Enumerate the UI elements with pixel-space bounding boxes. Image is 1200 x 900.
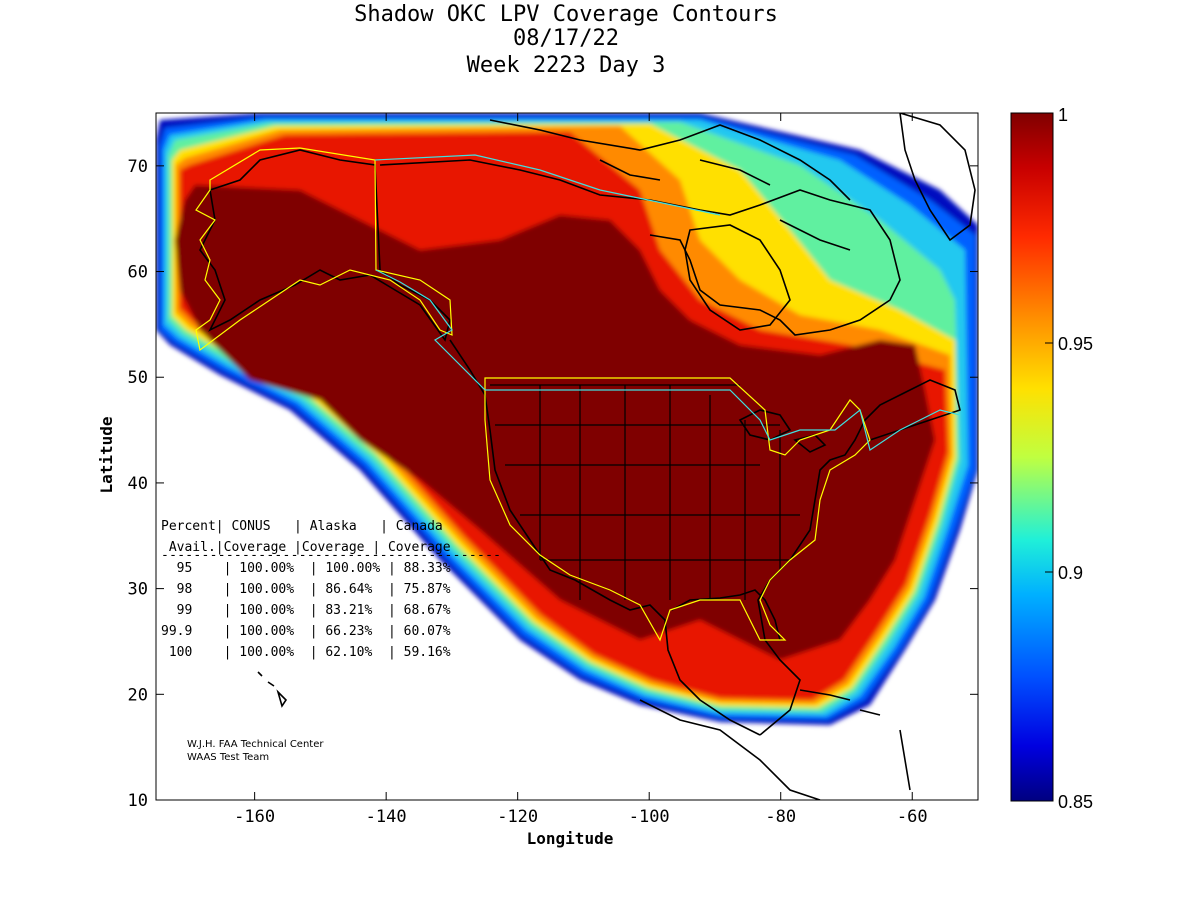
colorbar: 1 0.95 0.9 0.85 xyxy=(1010,105,1093,812)
hawaii xyxy=(257,671,288,708)
canada-outline xyxy=(374,154,961,451)
mexico-central xyxy=(639,699,821,800)
y-tick-label: 40 xyxy=(128,474,148,494)
y-tick-label: 70 xyxy=(128,157,148,177)
alaska-outline xyxy=(195,147,453,352)
region-outlines xyxy=(195,147,961,642)
colorbar-label-0-95: 0.95 xyxy=(1058,334,1093,354)
map-frame xyxy=(155,112,979,801)
state-borders xyxy=(490,384,800,600)
credit-line-2: WAAS Test Team xyxy=(187,752,269,763)
y-tick-label: 60 xyxy=(128,263,148,283)
x-tick-label: -120 xyxy=(497,807,538,827)
hudson-bay xyxy=(684,224,791,331)
us-east-coast xyxy=(757,379,961,736)
greenland xyxy=(899,113,976,242)
colorbar-label-0-85: 0.85 xyxy=(1058,792,1093,812)
y-tick-label: 10 xyxy=(128,791,148,811)
x-tick-label: -100 xyxy=(629,807,670,827)
table-separator: ----------------------------------------… xyxy=(161,548,501,563)
title-line-1: Shadow OKC LPV Coverage Contours xyxy=(354,2,778,27)
y-axis-ticks: 10 20 30 40 50 60 70 xyxy=(128,157,978,811)
colorbar-label-1: 1 xyxy=(1058,105,1068,125)
y-tick-label: 50 xyxy=(128,368,148,388)
conus-outline xyxy=(484,377,871,642)
x-tick-label: -80 xyxy=(765,807,796,827)
map-plot-area xyxy=(156,113,978,800)
table-row-100: 100 | 100.00% | 62.10% | 59.16% xyxy=(161,645,451,660)
table-row-99-9: 99.9 | 100.00% | 66.23% | 60.07% xyxy=(161,624,451,639)
table-row-95: 95 | 100.00% | 100.00% | 88.33% xyxy=(161,561,451,576)
colorbar-label-0-9: 0.9 xyxy=(1058,563,1083,583)
x-axis-label: Longitude xyxy=(527,829,614,848)
x-tick-label: -140 xyxy=(366,807,407,827)
title-line-3: Week 2223 Day 3 xyxy=(467,53,666,78)
y-axis-label: Latitude xyxy=(97,416,116,493)
arctic-islands xyxy=(489,119,851,251)
colorbar-gradient xyxy=(1010,112,1054,802)
table-row-99: 99 | 100.00% | 83.21% | 68.67% xyxy=(161,603,451,618)
pacific-coast xyxy=(449,339,761,736)
title-line-2: 08/17/22 xyxy=(513,26,619,51)
y-tick-label: 20 xyxy=(128,685,148,705)
credit-line-1: W.J.H. FAA Technical Center xyxy=(187,739,324,750)
y-tick-label: 30 xyxy=(128,580,148,600)
x-tick-label: -60 xyxy=(897,807,928,827)
caribbean xyxy=(799,689,911,791)
x-axis-ticks: -160 -140 -120 -100 -80 -60 xyxy=(234,113,928,827)
coastlines xyxy=(199,113,976,800)
table-header-2: Avail.|Coverage |Coverage | Coverage xyxy=(161,540,451,555)
coverage-table: Percent| CONUS | Alaska | Canada Avail.|… xyxy=(161,519,501,660)
alaska-coast xyxy=(199,149,451,342)
canada-north-coast xyxy=(379,159,901,336)
gulf-coast xyxy=(671,589,781,641)
table-header-1: Percent| CONUS | Alaska | Canada xyxy=(161,519,443,534)
x-tick-label: -160 xyxy=(234,807,275,827)
table-row-98: 98 | 100.00% | 86.64% | 75.87% xyxy=(161,582,451,597)
